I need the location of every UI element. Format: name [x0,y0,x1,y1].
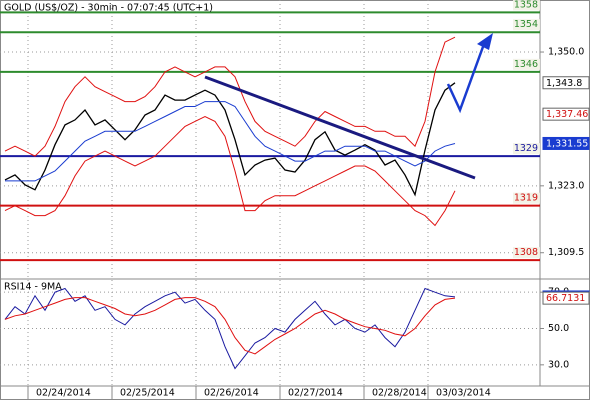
series-line [4,287,456,370]
panel-title: RSI14 - 9MA [4,282,62,293]
level-label: 1354 [514,19,538,30]
price-marker-label: 1,331.55 [546,138,588,149]
x-tick-label: 03/03/2014 [436,388,491,399]
level-label-bg [513,247,540,259]
price-marker-label: 66.7131 [546,293,585,304]
level-label: 1319 [514,193,538,204]
x-tick-label: 02/27/2014 [288,388,343,399]
level-label-bg [513,0,540,11]
y-tick-label: 1,309.5 [548,247,584,258]
series-line [4,82,456,197]
level-label: 1329 [514,143,538,154]
level-label: 1346 [514,59,538,70]
x-tick-label: 02/28/2014 [372,388,427,399]
trend-line [204,75,476,180]
series-line [5,101,456,182]
y-tick-label: 1,350.0 [548,47,584,58]
level-label-bg [513,58,540,70]
x-tick-label: 02/26/2014 [204,388,259,399]
arrow-head [477,33,493,50]
series-line [4,115,456,227]
x-tick-label: 02/25/2014 [120,388,175,399]
level-label: 1308 [514,247,538,258]
series-line [4,36,456,157]
y-tick-label: 1,323.0 [548,180,584,191]
price-marker-label: 1,343.8 [546,78,582,89]
y-tick-label: 30.0 [548,359,569,370]
price-marker [542,107,590,121]
forecast-arrow [446,43,486,114]
level-label-bg [513,143,540,155]
chart-title: GOLD (US$/OZ) - 30min - 07:07:45 (UTC+1) [4,3,213,14]
price-marker-label: 1,337.46 [546,109,588,120]
x-tick-label: 02/24/2014 [36,388,91,399]
level-label: 1358 [514,0,538,10]
level-label-bg [513,192,540,204]
level-label-bg [513,19,540,31]
y-tick-label: 50.0 [548,323,569,334]
price-marker [542,136,590,150]
price-marker [542,291,590,305]
series-line [4,297,456,355]
price-marker [542,76,590,90]
